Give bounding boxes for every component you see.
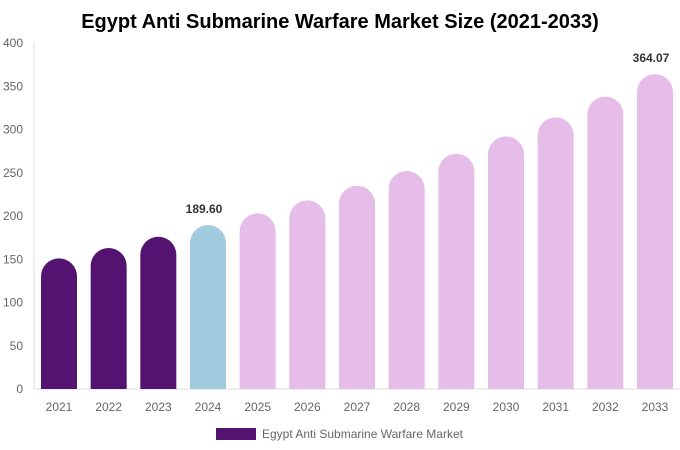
bar-2030	[488, 136, 524, 389]
x-tick-label: 2032	[592, 400, 619, 414]
x-tick-label: 2025	[244, 400, 271, 414]
y-tick-label: 300	[3, 123, 23, 137]
y-tick-label: 150	[3, 252, 23, 266]
data-label-2033: 364.07	[633, 51, 670, 65]
chart-title: Egypt Anti Submarine Warfare Market Size…	[81, 11, 599, 33]
x-tick-label: 2021	[46, 400, 73, 414]
x-tick-label: 2022	[95, 400, 122, 414]
bar-2024	[190, 224, 226, 389]
x-ticks: 2021 2022 2023 2024 2025 2026 2027 2028 2029 2030…	[46, 400, 669, 414]
bar-2025	[239, 213, 276, 389]
y-tick-label: 50	[10, 339, 24, 353]
y-tick-label: 200	[3, 209, 23, 223]
x-tick-label: 2028	[393, 400, 420, 414]
x-tick-label: 2033	[642, 400, 669, 414]
bars	[41, 74, 673, 389]
y-tick-label: 400	[3, 36, 23, 50]
bar-2031	[537, 117, 574, 389]
x-tick-label: 2024	[195, 400, 222, 414]
y-tick-label: 250	[3, 166, 23, 180]
y-tick-label: 0	[16, 382, 23, 396]
data-label-2024: 189.60	[186, 202, 223, 216]
x-tick-label: 2030	[493, 400, 520, 414]
bar-2028	[388, 171, 425, 389]
bar-2026	[289, 200, 326, 389]
y-tick-label: 100	[3, 296, 23, 310]
x-tick-label: 2027	[344, 400, 371, 414]
bar-2032	[587, 96, 624, 389]
x-tick-label: 2026	[294, 400, 321, 414]
bar-2023	[140, 236, 177, 389]
y-tick-label: 350	[3, 79, 23, 93]
bar-2033	[637, 74, 673, 389]
bar-2021	[41, 258, 77, 389]
bar-2029	[438, 153, 475, 389]
x-tick-label: 2023	[145, 400, 172, 414]
x-tick-label: 2031	[542, 400, 569, 414]
data-labels: 189.60 364.07	[186, 51, 670, 216]
legend-swatch	[216, 428, 256, 440]
bar-2027	[339, 185, 375, 389]
legend-label: Egypt Anti Submarine Warfare Market	[262, 427, 464, 441]
bar-2022	[90, 248, 127, 389]
y-ticks: 0 50 100 150 200 250 300 350 400	[3, 36, 23, 396]
x-tick-label: 2029	[443, 400, 470, 414]
